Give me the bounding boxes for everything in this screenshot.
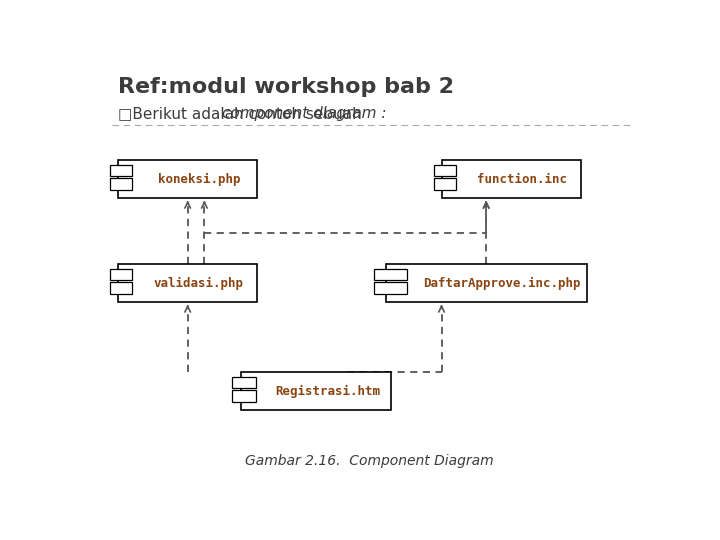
Text: □Berikut adalah contoh sebuah: □Berikut adalah contoh sebuah: [118, 106, 366, 122]
Bar: [441, 160, 581, 198]
Bar: [118, 265, 258, 302]
Bar: [386, 265, 587, 302]
Text: Gambar 2.16.  Component Diagram: Gambar 2.16. Component Diagram: [245, 454, 493, 468]
Bar: [240, 373, 392, 410]
Bar: [233, 390, 256, 402]
Bar: [110, 165, 132, 176]
Bar: [110, 282, 132, 294]
Bar: [374, 269, 407, 280]
Text: component diagram :: component diagram :: [222, 106, 386, 122]
Bar: [118, 160, 258, 198]
Text: koneksi.php: koneksi.php: [158, 173, 240, 186]
Bar: [374, 282, 407, 294]
Bar: [233, 377, 256, 388]
Text: validasi.php: validasi.php: [154, 276, 244, 289]
Text: Registrasi.htm: Registrasi.htm: [276, 384, 381, 398]
Bar: [110, 178, 132, 190]
Text: DaftarApprove.inc.php: DaftarApprove.inc.php: [423, 276, 581, 289]
Text: function.inc: function.inc: [477, 173, 567, 186]
Text: Ref:modul workshop bab 2: Ref:modul workshop bab 2: [118, 77, 454, 97]
Bar: [110, 269, 132, 280]
Bar: [433, 178, 456, 190]
Bar: [433, 165, 456, 176]
